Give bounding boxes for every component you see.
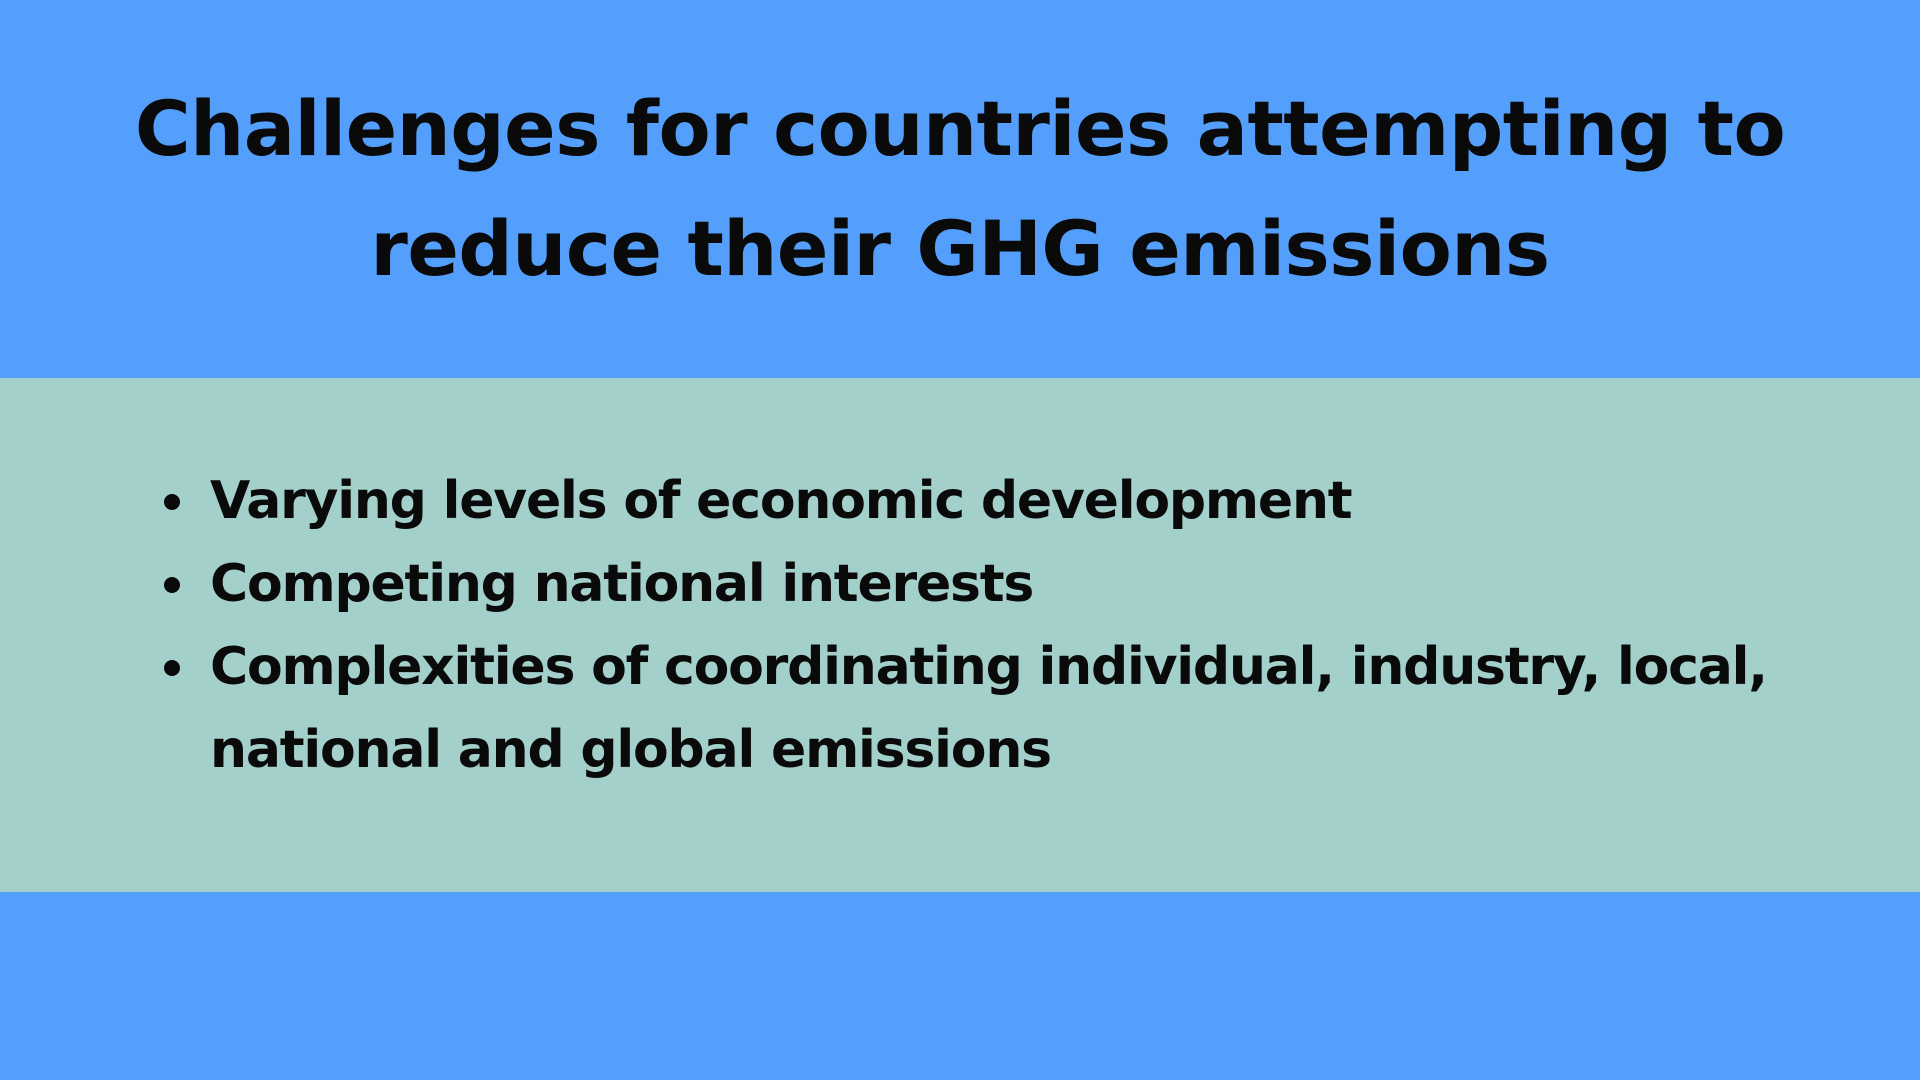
content-band: Varying levels of economic development C… (0, 378, 1920, 892)
bullet-text: Complexities of coordinating individual,… (210, 637, 1768, 780)
bullet-dot-icon (164, 494, 180, 510)
bullet-list: Varying levels of economic development C… (160, 460, 1890, 792)
bullet-text: Competing national interests (210, 554, 1034, 614)
slide-title: Challenges for countries attempting to r… (134, 84, 1786, 293)
bullet-item: Competing national interests (160, 543, 1890, 626)
bullet-text: Varying levels of economic development (210, 471, 1353, 531)
title-band: Challenges for countries attempting to r… (0, 0, 1920, 378)
bullet-item: Complexities of coordinating individual,… (160, 626, 1890, 792)
bullet-dot-icon (164, 577, 180, 593)
bullet-dot-icon (164, 660, 180, 676)
bullet-item: Varying levels of economic development (160, 460, 1890, 543)
